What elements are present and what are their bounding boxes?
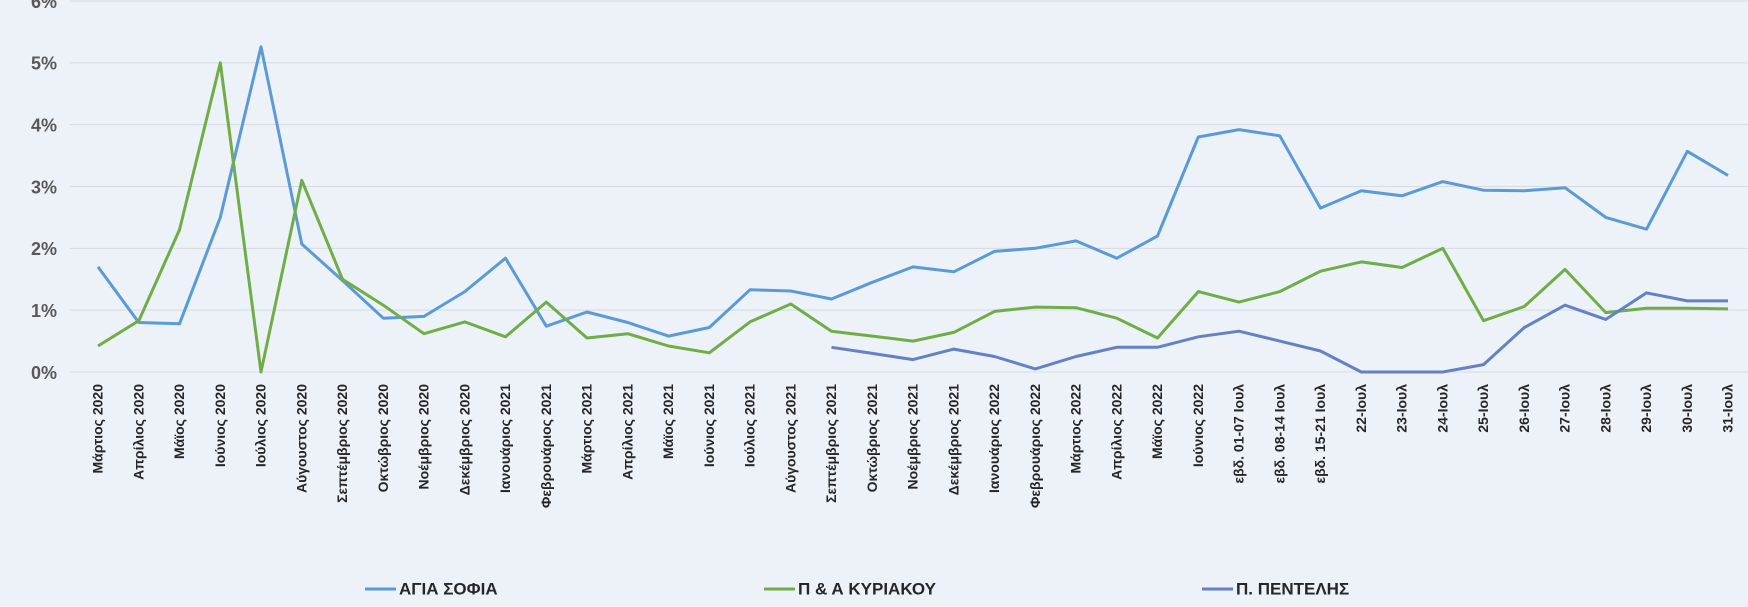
x-tick-label: 25-Ιουλ xyxy=(1475,384,1491,433)
x-tick-label: Ιούνιος 2022 xyxy=(1190,384,1206,467)
x-tick-label: 28-Ιουλ xyxy=(1597,384,1613,433)
x-tick-label: Φεβρουάριος 2021 xyxy=(538,384,554,508)
y-tick-label: 0% xyxy=(31,363,57,383)
series-line xyxy=(831,291,1728,374)
x-tick-label: Φεβρουάριος 2022 xyxy=(1027,384,1043,508)
x-tick-label: Οκτώβριος 2020 xyxy=(375,384,391,493)
x-tick-label: Απρίλιος 2022 xyxy=(1108,384,1124,480)
x-tick-label: Μάϊος 2021 xyxy=(660,384,676,459)
y-tick-label: 3% xyxy=(31,177,57,197)
legend-label: Π. ΠΕΝΤΕΛΗΣ xyxy=(1236,579,1349,598)
x-tick-label: Αύγουστος 2020 xyxy=(293,384,309,493)
x-tick-label: εβδ. 01-07 Ιουλ xyxy=(1231,384,1247,484)
x-tick-label: 29-Ιουλ xyxy=(1638,384,1654,433)
x-tick-label: Μάρτιος 2021 xyxy=(579,384,595,474)
x-tick-label: Ιούλιος 2021 xyxy=(742,384,758,467)
x-tick-label: Αύγουστος 2021 xyxy=(782,384,798,493)
x-tick-label: 24-Ιουλ xyxy=(1434,384,1450,433)
y-tick-label: 5% xyxy=(31,54,57,74)
x-tick-label: 30-Ιουλ xyxy=(1679,384,1695,433)
x-tick-label: εβδ. 08-14 Ιουλ xyxy=(1271,384,1287,484)
x-tick-label: 23-Ιουλ xyxy=(1394,384,1410,433)
legend-label: ΑΓΙΑ ΣΟΦΙΑ xyxy=(399,579,498,598)
x-tick-label: Μάϊος 2022 xyxy=(1149,384,1165,459)
x-tick-label: Μάρτιος 2020 xyxy=(90,384,106,474)
x-tick-label: 26-Ιουλ xyxy=(1516,384,1532,433)
x-tick-label: Μάρτιος 2022 xyxy=(1068,384,1084,474)
x-tick-label: Δεκέμβριος 2020 xyxy=(456,384,472,496)
x-tick-label: Ιούνιος 2021 xyxy=(701,384,717,467)
x-tick-label: εβδ. 15-21 Ιουλ xyxy=(1312,384,1328,484)
x-tick-label: Νοέμβριος 2020 xyxy=(416,384,432,490)
x-tick-label: 31-Ιουλ xyxy=(1720,384,1736,433)
x-tick-label: 22-Ιουλ xyxy=(1353,384,1369,433)
x-tick-label: Ιανουάριος 2022 xyxy=(986,384,1002,493)
x-tick-label: Οκτώβριος 2021 xyxy=(864,384,880,493)
series-line xyxy=(96,45,1729,338)
y-tick-label: 6% xyxy=(31,0,57,12)
series-line xyxy=(97,61,1729,374)
y-tick-label: 2% xyxy=(31,239,57,259)
y-tick-label: 4% xyxy=(31,115,57,135)
x-tick-label: Απρίλιος 2021 xyxy=(619,384,635,480)
x-tick-label: Απρίλιος 2020 xyxy=(130,384,146,480)
x-tick-label: Νοέμβριος 2021 xyxy=(905,384,921,490)
x-tick-label: 27-Ιουλ xyxy=(1557,384,1573,433)
x-tick-label: Μάϊος 2020 xyxy=(171,384,187,459)
x-tick-label: Σεπτέμβριος 2020 xyxy=(334,384,350,503)
x-tick-label: Ιανουάριος 2021 xyxy=(497,384,513,493)
x-tick-label: Ιούνιος 2020 xyxy=(212,384,228,467)
x-tick-label: Σεπτέμβριος 2021 xyxy=(823,384,839,503)
x-tick-label: Δεκέμβριος 2021 xyxy=(945,384,961,496)
y-tick-label: 1% xyxy=(31,301,57,321)
legend-label: Π & Α ΚΥΡΙΑΚΟΥ xyxy=(798,579,937,598)
x-tick-label: Ιούλιος 2020 xyxy=(253,384,269,467)
